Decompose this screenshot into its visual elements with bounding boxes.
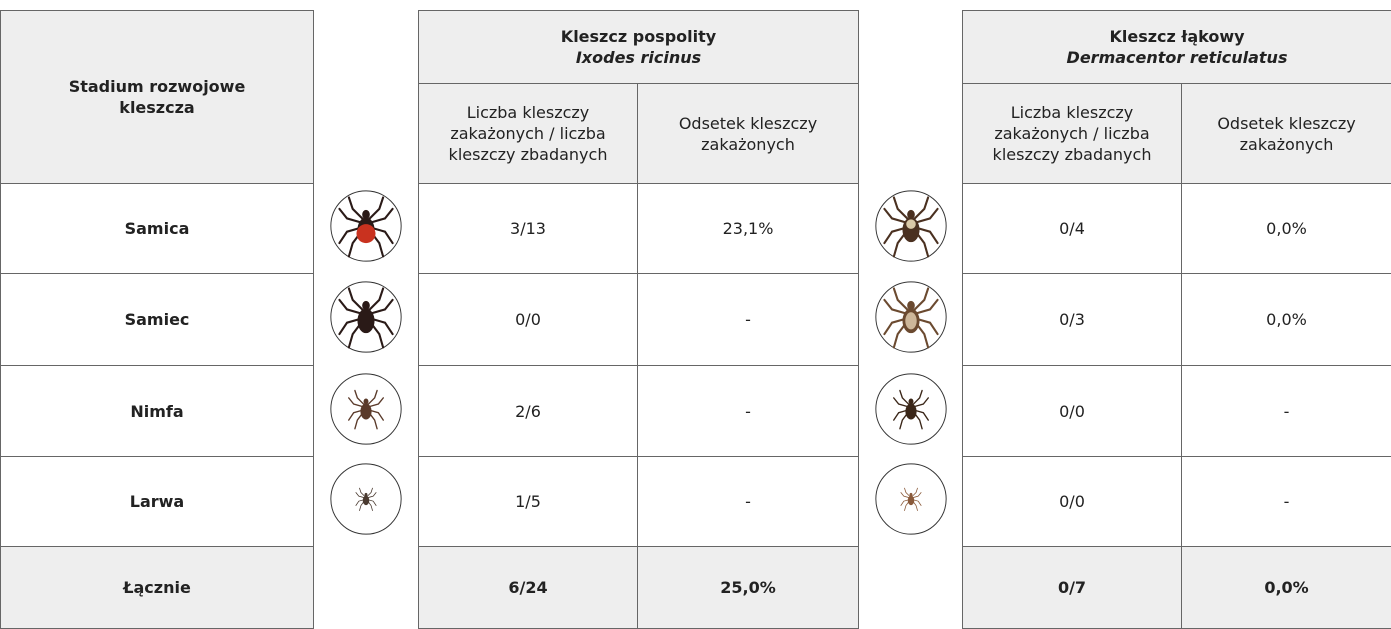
results-table: Stadium rozwojowe kleszcza Kleszcz pospo… bbox=[0, 10, 1391, 629]
cell: 3/13 bbox=[419, 184, 638, 274]
tick-icon bbox=[859, 274, 963, 366]
total-label: Łącznie bbox=[1, 547, 314, 629]
total-cell: 25,0% bbox=[638, 547, 859, 629]
tick-icon bbox=[314, 184, 419, 274]
stage-header: Stadium rozwojowe kleszcza bbox=[1, 11, 314, 184]
cell: 0/0 bbox=[963, 366, 1182, 457]
icon-header bbox=[314, 11, 419, 184]
column-header: Odsetek kleszczy zakażonych bbox=[638, 84, 859, 184]
total-cell: 6/24 bbox=[419, 547, 638, 629]
icon-cell bbox=[859, 547, 963, 629]
stage: Larwa bbox=[1, 457, 314, 547]
stage: Samica bbox=[1, 184, 314, 274]
tick-icon bbox=[314, 366, 419, 457]
tick-icon bbox=[859, 457, 963, 547]
icon-header bbox=[859, 11, 963, 184]
tick-icon bbox=[314, 457, 419, 547]
total-cell: 0/7 bbox=[963, 547, 1182, 629]
tick-icon bbox=[314, 274, 419, 366]
cell: 0/0 bbox=[419, 274, 638, 366]
column-header: Liczba kleszczy zakażonych / liczba kles… bbox=[963, 84, 1182, 184]
column-header: Odsetek kleszczy zakażonych bbox=[1182, 84, 1391, 184]
total-cell: 0,0% bbox=[1182, 547, 1391, 629]
stage: Samiec bbox=[1, 274, 314, 366]
cell: - bbox=[1182, 457, 1391, 547]
page: {"table":{"header":{"stage":"Stadium roz… bbox=[0, 0, 1391, 628]
cell: 0/3 bbox=[963, 274, 1182, 366]
cell: - bbox=[638, 366, 859, 457]
icon-cell bbox=[314, 547, 419, 629]
cell: 1/5 bbox=[419, 457, 638, 547]
cell: 23,1% bbox=[638, 184, 859, 274]
tick-icon bbox=[859, 184, 963, 274]
cell: 2/6 bbox=[419, 366, 638, 457]
cell: 0/0 bbox=[963, 457, 1182, 547]
stage: Nimfa bbox=[1, 366, 314, 457]
cell: 0/4 bbox=[963, 184, 1182, 274]
tick-icon bbox=[859, 366, 963, 457]
cell: 0,0% bbox=[1182, 274, 1391, 366]
column-header: Liczba kleszczy zakażonych / liczba kles… bbox=[419, 84, 638, 184]
cell: 0,0% bbox=[1182, 184, 1391, 274]
cell: - bbox=[638, 274, 859, 366]
cell: - bbox=[1182, 366, 1391, 457]
cell: - bbox=[638, 457, 859, 547]
